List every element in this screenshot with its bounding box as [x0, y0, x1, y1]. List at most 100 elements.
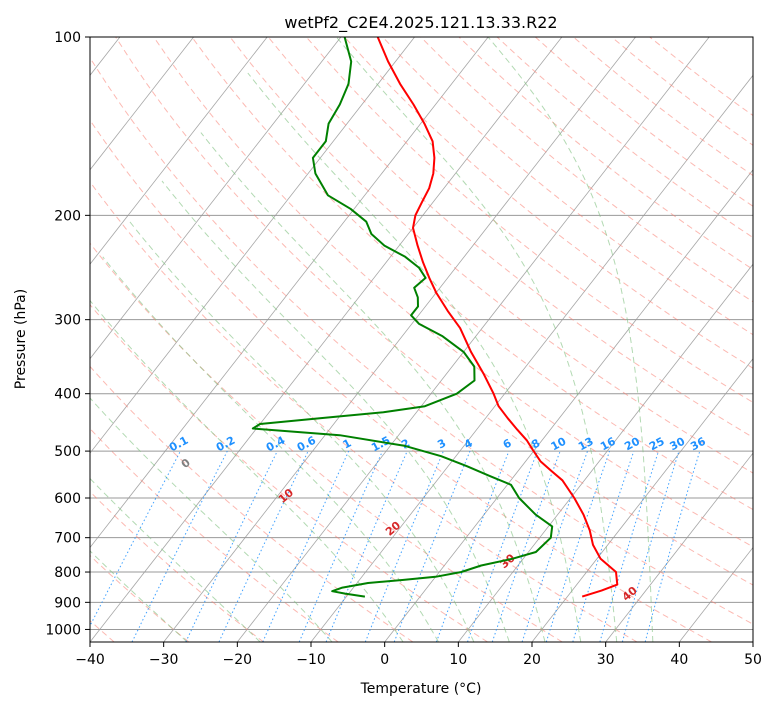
isotherm-line [752, 641, 753, 642]
moist-adiabat-line [129, 221, 475, 642]
dry-adiabat-line [115, 37, 753, 586]
moist-adiabat-line [90, 397, 333, 642]
dry-adiabat-line [90, 490, 264, 642]
mixing-ratio-label: 6 [501, 436, 514, 451]
x-tick-label: 40 [670, 652, 688, 668]
mixing-ratio-line [90, 450, 181, 628]
grid-layer [90, 37, 753, 642]
dry-adiabat-line [191, 37, 753, 511]
plot-frame [89, 36, 754, 643]
dry-adiabat-label: 40 [620, 584, 640, 604]
y-tick-label: 800 [54, 565, 81, 581]
dry-adiabat-line [382, 37, 753, 336]
temperature-profile-line [376, 37, 619, 598]
isotherm-line [236, 37, 710, 642]
mixing-ratio-label: 4 [462, 436, 475, 451]
dry-adiabat-line [90, 119, 712, 642]
profile-lines [251, 37, 619, 598]
dry-adiabat-line [90, 554, 190, 642]
y-tick-label: 600 [54, 491, 81, 507]
mixing-ratio-line [262, 450, 350, 642]
x-tick-label: 20 [523, 652, 541, 668]
moist-adiabat-line [161, 180, 510, 642]
x-axis: −40 −30 −20 −10 0 10 20 30 40 50 [75, 642, 762, 668]
y-tick-label: 700 [54, 531, 81, 547]
mixing-ratio-line [521, 450, 588, 642]
dry-adiabat-line [90, 181, 638, 642]
isotherm-line [384, 169, 753, 642]
y-tick-label: 400 [54, 387, 81, 403]
mixing-ratio-label: 25 [647, 435, 667, 454]
x-tick-label: −30 [149, 652, 179, 668]
mixing-ratio-label: 2 [399, 436, 412, 451]
mixing-ratio-label: 30 [668, 434, 688, 453]
moist-adiabat-line [336, 37, 618, 642]
mixing-ratio-line [644, 450, 701, 642]
isotherm-line [605, 452, 753, 642]
mixing-ratio-line [572, 450, 635, 642]
mixing-ratio-line [491, 450, 561, 642]
dry-adiabat-line [90, 303, 488, 642]
y-tick-label: 900 [54, 595, 81, 611]
y-tick-label: 1000 [45, 622, 81, 638]
dry-adiabat-line [90, 427, 339, 642]
moist-adiabat-line [90, 550, 188, 642]
moist-adiabat-line [487, 37, 654, 642]
mixing-ratio-label: 13 [576, 435, 596, 454]
isotherm-line [457, 263, 753, 642]
isotherm-line [90, 37, 342, 360]
y-tick-label: 100 [54, 30, 81, 46]
dry-adiabat-line [305, 37, 753, 403]
dry-adiabat-line [153, 37, 753, 548]
dry-adiabat-line [420, 37, 753, 303]
x-tick-label: −40 [75, 652, 105, 668]
dewpoint-profile-line [251, 37, 554, 598]
chart-title: wetPf2_C2E4.2025.121.13.33.R22 [284, 13, 557, 33]
moist-adiabat-line [102, 256, 439, 642]
y-axis: 100 200 300 400 500 600 700 800 900 1000 [45, 30, 90, 638]
mixing-ratio-line [467, 450, 538, 642]
mixing-ratio-line [185, 450, 278, 642]
isotherm-line [90, 37, 194, 171]
isotherm-line [90, 37, 268, 265]
mixing-ratio-line [364, 450, 444, 642]
dry-adiabat-line [90, 365, 414, 642]
mixing-ratio-line [545, 450, 611, 642]
dry-adiabat-line [534, 37, 753, 207]
mixing-ratio-label: 16 [598, 435, 618, 454]
isotherm-line [531, 358, 753, 642]
dry-adiabat-line [267, 37, 753, 438]
x-tick-label: 10 [449, 652, 467, 668]
mixing-ratio-label: 20 [622, 434, 642, 453]
isotherm-line [90, 37, 489, 549]
moist-adiabat-line [247, 72, 582, 642]
isotherm-line [163, 37, 636, 642]
mixing-ratio-label: 10 [549, 435, 569, 454]
dry-adiabat-line [573, 37, 753, 177]
moist-adiabat-line [90, 477, 261, 642]
mixing-ratio-line [131, 450, 228, 642]
x-tick-label: −20 [223, 652, 253, 668]
dry-adiabat-line [496, 37, 753, 239]
isotherm-line [90, 37, 415, 454]
dry-adiabat-line [344, 37, 753, 369]
isotherm-line [310, 74, 753, 642]
y-tick-label: 300 [54, 313, 81, 329]
isotherm-line [90, 37, 563, 642]
x-axis-title: Temperature (°C) [360, 681, 482, 697]
y-tick-label: 200 [54, 208, 81, 224]
mixing-ratio-line [393, 450, 471, 642]
mixing-ratio-label: 36 [688, 435, 708, 454]
x-tick-label: 50 [744, 652, 762, 668]
mixing-ratio-label: 3 [435, 436, 448, 451]
mixing-ratio-line [599, 450, 659, 642]
dry-adiabat-line [229, 37, 753, 474]
x-tick-label: 0 [380, 652, 389, 668]
x-tick-label: −10 [296, 652, 326, 668]
moist-adiabat-line [200, 132, 546, 642]
y-axis-title: Pressure (hPa) [13, 289, 29, 389]
y-tick-label: 500 [54, 444, 81, 460]
dry-adiabat-line [90, 242, 563, 642]
mixing-ratio-line [621, 450, 680, 642]
